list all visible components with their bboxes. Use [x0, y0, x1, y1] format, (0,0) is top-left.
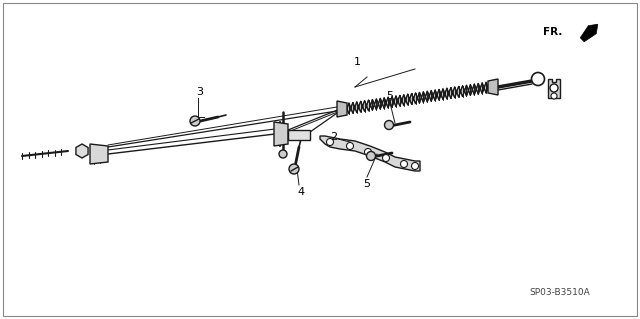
Polygon shape — [488, 79, 498, 95]
Circle shape — [412, 162, 419, 169]
Circle shape — [383, 154, 390, 161]
Text: FR.: FR. — [543, 27, 562, 37]
Polygon shape — [580, 24, 598, 42]
Text: 2: 2 — [330, 132, 337, 142]
Text: 3: 3 — [196, 87, 204, 97]
Polygon shape — [288, 130, 310, 140]
Text: 5: 5 — [387, 91, 394, 101]
Circle shape — [401, 160, 408, 167]
Text: 5: 5 — [364, 179, 371, 189]
Text: 4: 4 — [298, 187, 305, 197]
Text: SP03-B3510A: SP03-B3510A — [530, 288, 590, 297]
Circle shape — [551, 93, 557, 99]
Polygon shape — [274, 122, 288, 146]
Circle shape — [367, 152, 376, 160]
Polygon shape — [345, 81, 490, 115]
Polygon shape — [337, 101, 347, 117]
Polygon shape — [320, 136, 420, 171]
Circle shape — [190, 116, 200, 126]
Polygon shape — [90, 144, 108, 164]
Circle shape — [279, 150, 287, 158]
Circle shape — [326, 138, 333, 145]
Circle shape — [385, 121, 394, 130]
Polygon shape — [76, 144, 88, 158]
Circle shape — [365, 149, 371, 155]
Circle shape — [289, 164, 299, 174]
Circle shape — [550, 84, 558, 92]
Text: 1: 1 — [353, 57, 360, 67]
Circle shape — [346, 143, 353, 150]
Circle shape — [531, 72, 545, 85]
Polygon shape — [548, 79, 560, 98]
